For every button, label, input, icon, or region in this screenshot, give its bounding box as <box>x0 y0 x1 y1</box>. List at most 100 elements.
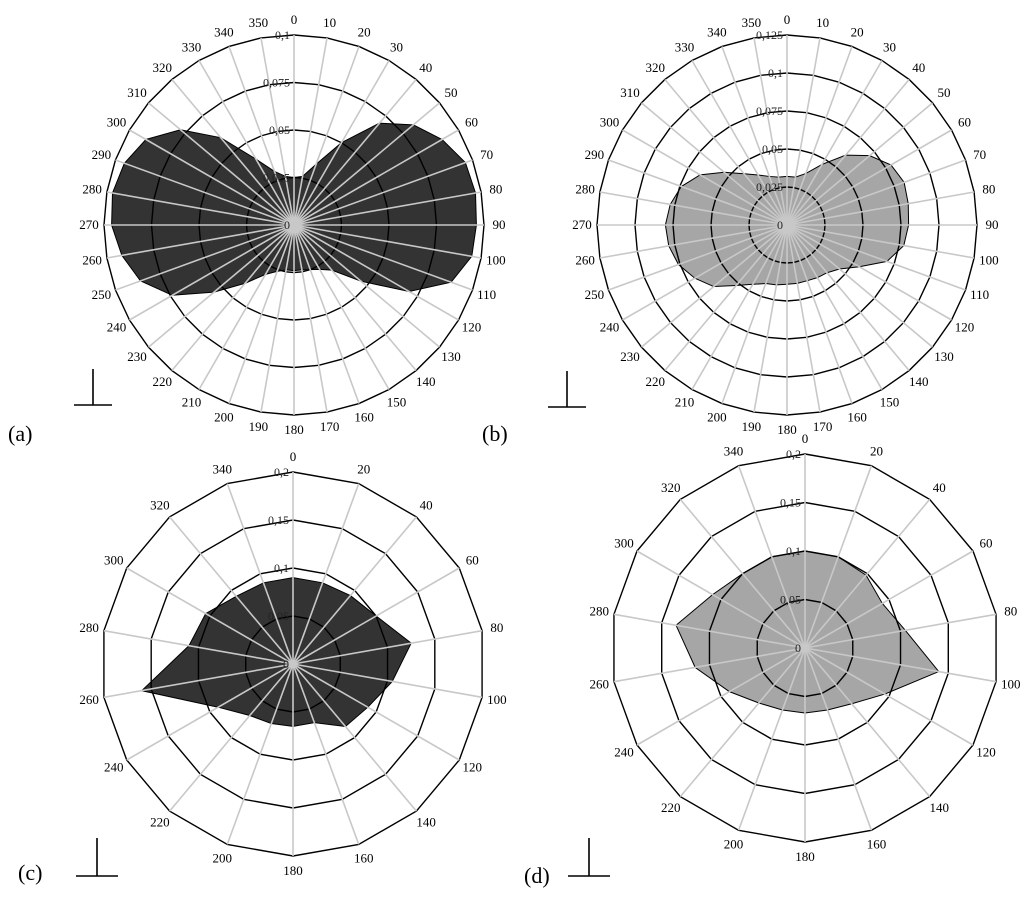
angle-spoke <box>103 629 294 665</box>
angle-tick-label: 160 <box>847 410 867 425</box>
angle-spoke <box>786 191 975 226</box>
angle-tick-label: 160 <box>354 851 374 866</box>
angle-spoke <box>804 498 931 649</box>
polar-chart-d: 0 20 40 60 80 100 120 140 160 180 200 220 240 260 280 3… <box>589 431 1020 864</box>
angle-tick-label: 30 <box>390 40 403 55</box>
angle-tick-label: 0 <box>291 12 298 27</box>
angle-spoke <box>786 224 934 348</box>
angle-spoke <box>228 224 295 404</box>
angle-spoke <box>293 224 459 321</box>
angle-tick-label: 120 <box>462 320 482 335</box>
angle-tick-label: 200 <box>212 851 232 866</box>
angle-tick-label: 310 <box>620 85 640 100</box>
angle-spoke <box>293 159 473 226</box>
angle-tick-label: 240 <box>104 760 124 775</box>
angle-spoke <box>226 663 294 845</box>
angle-tick-label: 210 <box>675 395 695 410</box>
angle-spoke <box>171 78 295 226</box>
angle-spoke <box>636 550 806 649</box>
angle-spoke <box>147 224 295 348</box>
radial-tick-label: 0,075 <box>263 76 290 90</box>
perpendicular-symbol-icon <box>568 838 610 877</box>
angle-tick-label: 20 <box>851 24 864 39</box>
angle-tick-label: 290 <box>585 147 605 162</box>
angle-tick-label: 220 <box>152 374 172 389</box>
angle-tick-label: 110 <box>477 287 496 302</box>
angle-spoke <box>640 224 788 348</box>
angle-tick-label: 300 <box>614 536 634 551</box>
angle-spoke <box>691 60 788 226</box>
angle-spoke <box>126 567 294 665</box>
angle-tick-label: 60 <box>980 536 993 551</box>
angle-spoke <box>786 224 975 259</box>
angle-tick-label: 320 <box>150 497 170 512</box>
angle-spoke <box>293 224 390 390</box>
radial-tick-label: 0,2 <box>274 465 289 479</box>
angle-tick-label: 200 <box>724 836 744 851</box>
angle-spoke <box>679 498 806 649</box>
angle-tick-label: 120 <box>955 320 975 335</box>
angle-spoke <box>599 224 788 259</box>
angle-spoke <box>293 224 417 372</box>
angle-spoke <box>622 224 788 321</box>
angle-tick-label: 240 <box>107 320 127 335</box>
angle-spoke <box>786 224 952 321</box>
angle-spoke <box>608 159 788 226</box>
angle-tick-label: 70 <box>480 147 493 162</box>
angle-spoke <box>115 159 295 226</box>
angle-tick-label: 350 <box>249 15 269 30</box>
angle-spoke <box>293 102 441 226</box>
angle-tick-label: 160 <box>354 410 374 425</box>
angle-spoke <box>292 663 360 845</box>
angle-spoke <box>293 129 459 226</box>
perpendicular-symbol-icon <box>548 371 586 408</box>
angle-spoke <box>786 159 966 226</box>
angle-spoke <box>753 37 788 226</box>
angle-tick-label: 320 <box>645 60 665 75</box>
angle-spoke <box>106 191 295 226</box>
radial-tick-label: 0,15 <box>268 513 289 527</box>
angle-tick-label: 210 <box>182 395 202 410</box>
radial-tick-label: 0,1 <box>275 28 290 42</box>
angle-tick-label: 280 <box>79 620 99 635</box>
angle-spoke <box>804 647 873 831</box>
angle-tick-label: 250 <box>585 287 605 302</box>
radial-tick-label: 0,05 <box>269 123 290 137</box>
angle-spoke <box>599 191 788 226</box>
angle-spoke <box>293 37 328 226</box>
radial-tick-label: 0,1 <box>768 66 783 80</box>
angle-tick-label: 170 <box>813 419 833 434</box>
angle-spoke <box>292 629 483 665</box>
panel-label-d: (d) <box>524 863 550 888</box>
angle-spoke <box>786 37 821 226</box>
angle-tick-label: 10 <box>323 15 336 30</box>
angle-tick-label: 180 <box>283 863 303 878</box>
angle-tick-label: 330 <box>182 40 202 55</box>
angle-tick-label: 50 <box>938 85 951 100</box>
angle-tick-label: 40 <box>419 60 432 75</box>
angle-spoke <box>293 224 482 259</box>
angle-tick-label: 140 <box>909 374 929 389</box>
angle-tick-label: 340 <box>707 24 727 39</box>
angle-tick-label: 70 <box>973 147 986 162</box>
angle-spoke <box>753 224 788 413</box>
angle-tick-label: 300 <box>107 115 127 130</box>
angle-tick-label: 240 <box>614 745 634 760</box>
angle-tick-label: 330 <box>675 40 695 55</box>
angle-spoke <box>786 224 883 390</box>
angle-tick-label: 200 <box>214 410 234 425</box>
angle-spoke <box>804 647 974 746</box>
radial-tick-label: 0,2 <box>786 447 801 461</box>
angle-spoke <box>691 224 788 390</box>
angle-spoke <box>804 465 873 649</box>
angle-tick-label: 40 <box>912 60 925 75</box>
angle-spoke <box>260 37 295 226</box>
angle-spoke <box>786 102 934 226</box>
angle-tick-label: 350 <box>742 15 762 30</box>
angle-tick-label: 120 <box>976 745 996 760</box>
angle-spoke <box>129 129 295 226</box>
angle-spoke <box>228 46 295 226</box>
angle-tick-label: 80 <box>982 181 995 196</box>
